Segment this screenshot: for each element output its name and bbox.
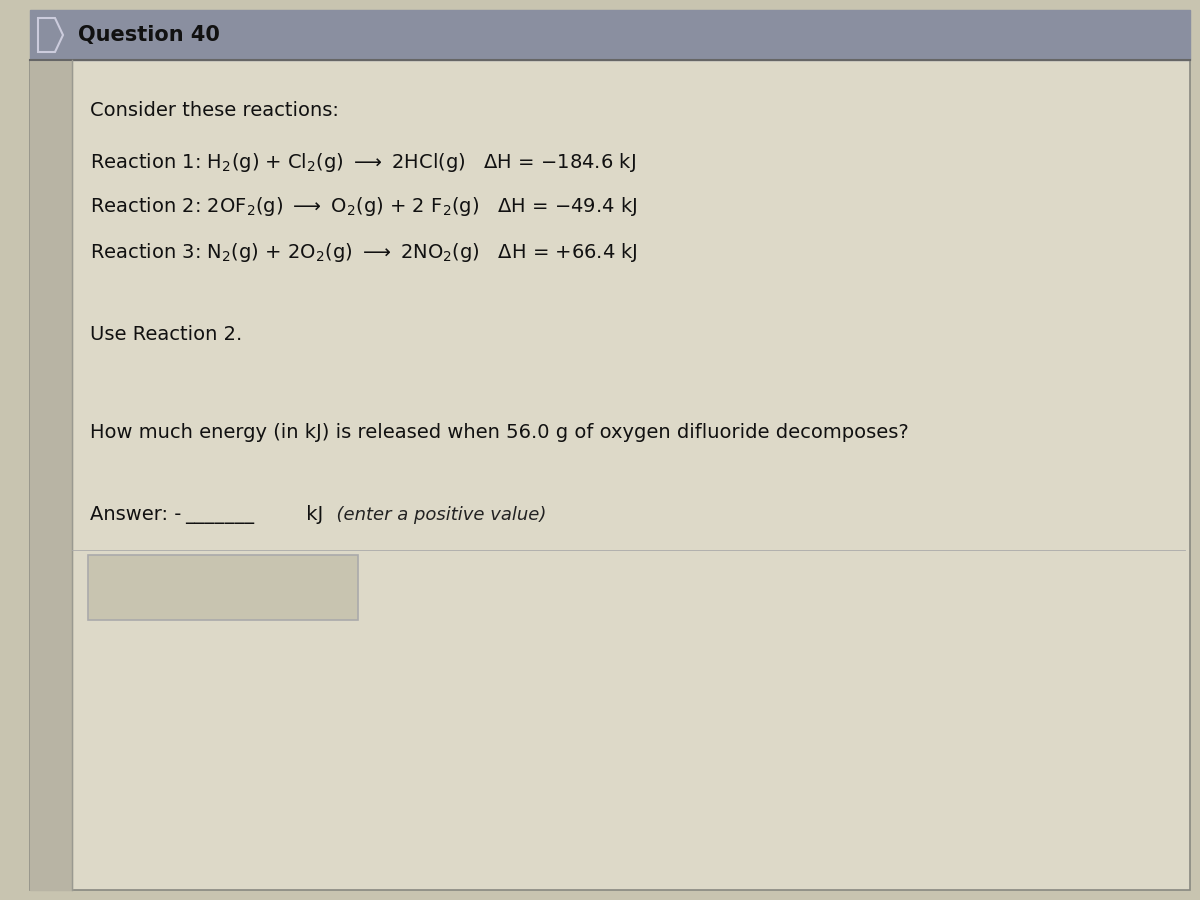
Text: Use Reaction 2.: Use Reaction 2.	[90, 326, 242, 345]
FancyBboxPatch shape	[88, 555, 358, 620]
Text: Reaction 2: 2OF$_2$(g) $\longrightarrow$ O$_2$(g) + 2 F$_2$(g)   $\Delta$H = $-$: Reaction 2: 2OF$_2$(g) $\longrightarrow$…	[90, 195, 637, 219]
Text: Reaction 3: N$_2$(g) + 2O$_2$(g) $\longrightarrow$ 2NO$_2$(g)   $\Delta$H = +66.: Reaction 3: N$_2$(g) + 2O$_2$(g) $\longr…	[90, 240, 637, 264]
Text: Question 40: Question 40	[78, 25, 220, 45]
Bar	[30, 60, 72, 890]
Text: (enter a positive value): (enter a positive value)	[325, 506, 546, 524]
Text: Consider these reactions:: Consider these reactions:	[90, 101, 338, 120]
Text: kJ: kJ	[300, 506, 323, 525]
Text: _______: _______	[185, 506, 254, 525]
Text: Reaction 1: H$_2$(g) + Cl$_2$(g) $\longrightarrow$ 2HCl(g)   $\Delta$H = $-$184.: Reaction 1: H$_2$(g) + Cl$_2$(g) $\longr…	[90, 150, 636, 174]
Text: Answer: -: Answer: -	[90, 506, 181, 525]
Bar	[30, 10, 1190, 60]
Text: How much energy (in kJ) is released when 56.0 g of oxygen difluoride decomposes?: How much energy (in kJ) is released when…	[90, 422, 908, 442]
